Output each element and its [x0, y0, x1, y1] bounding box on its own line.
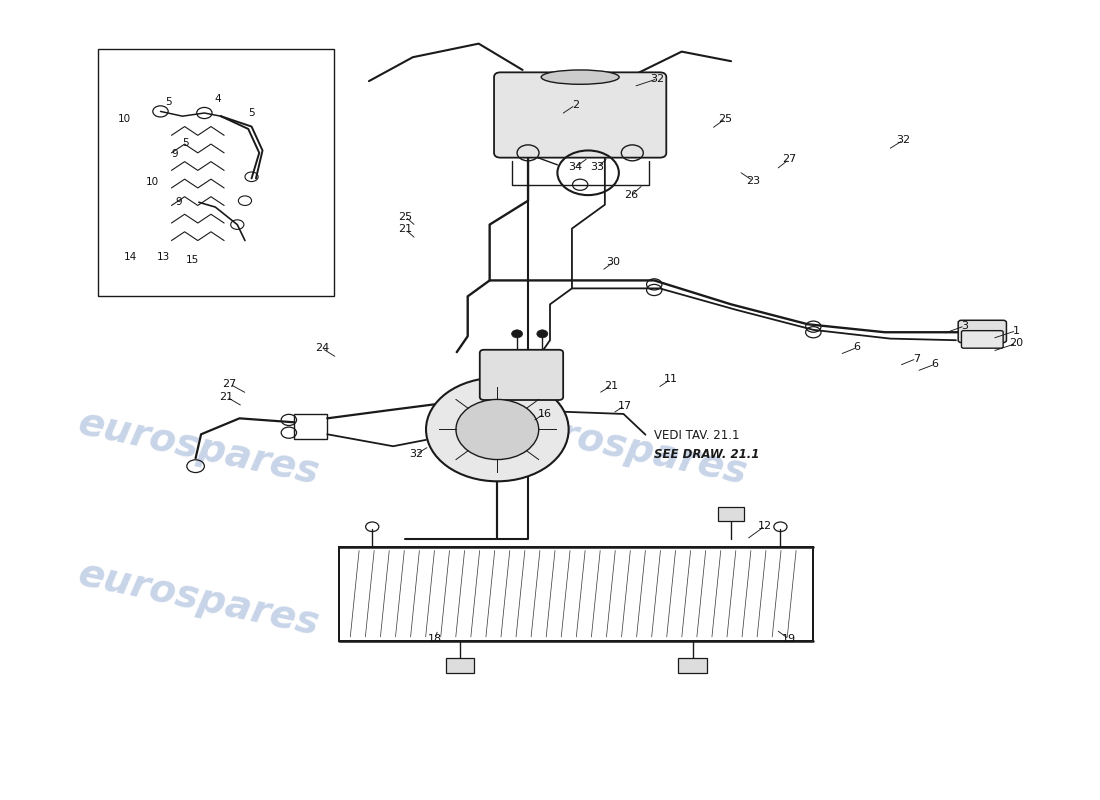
- FancyBboxPatch shape: [958, 320, 1007, 342]
- Text: 5: 5: [183, 138, 189, 148]
- Text: 6: 6: [854, 342, 860, 352]
- Text: 15: 15: [186, 255, 199, 266]
- Bar: [718, 507, 745, 521]
- Text: eurospares: eurospares: [75, 555, 323, 643]
- Text: 1: 1: [1013, 326, 1020, 336]
- Text: 32: 32: [650, 74, 664, 84]
- Text: 32: 32: [896, 135, 911, 145]
- Text: 25: 25: [718, 114, 733, 123]
- Text: 5: 5: [249, 108, 255, 118]
- Text: SEE DRAW. 21.1: SEE DRAW. 21.1: [654, 448, 760, 461]
- Text: VEDI TAV. 21.1: VEDI TAV. 21.1: [654, 430, 739, 442]
- Text: 14: 14: [124, 251, 138, 262]
- Text: eurospares: eurospares: [75, 404, 323, 492]
- Text: 10: 10: [118, 114, 131, 124]
- Text: 13: 13: [157, 251, 170, 262]
- Text: 34: 34: [569, 162, 582, 172]
- FancyBboxPatch shape: [480, 350, 563, 400]
- Bar: [295, 414, 328, 439]
- Bar: [446, 658, 474, 673]
- Text: 10: 10: [146, 178, 160, 187]
- Text: 21: 21: [604, 381, 618, 390]
- Text: 7: 7: [913, 354, 920, 363]
- Text: 19: 19: [782, 634, 796, 644]
- Text: 2: 2: [572, 100, 579, 110]
- Bar: [679, 658, 707, 673]
- Text: 11: 11: [663, 374, 678, 384]
- Bar: [98, 50, 333, 296]
- Text: 21: 21: [219, 392, 233, 402]
- Text: 16: 16: [538, 409, 551, 418]
- Text: 17: 17: [617, 401, 631, 410]
- Circle shape: [512, 330, 522, 338]
- Text: eurospares: eurospares: [503, 404, 751, 492]
- Text: 26: 26: [624, 190, 638, 200]
- Text: 20: 20: [1010, 338, 1023, 348]
- Text: 33: 33: [591, 162, 604, 172]
- Text: 27: 27: [222, 379, 236, 389]
- Circle shape: [537, 330, 548, 338]
- Ellipse shape: [541, 70, 619, 84]
- Text: 9: 9: [176, 198, 183, 207]
- Text: 12: 12: [758, 521, 772, 531]
- Text: 30: 30: [606, 257, 620, 267]
- Text: 23: 23: [746, 176, 760, 186]
- Text: eurospares: eurospares: [503, 555, 751, 643]
- Text: 3: 3: [961, 321, 968, 331]
- Text: 21: 21: [398, 224, 412, 234]
- Text: 5: 5: [165, 97, 172, 107]
- Bar: [339, 546, 813, 641]
- Text: 4: 4: [214, 94, 221, 104]
- Circle shape: [456, 399, 539, 459]
- Text: 25: 25: [398, 212, 412, 222]
- Text: 24: 24: [315, 343, 329, 353]
- FancyBboxPatch shape: [961, 330, 1003, 348]
- Text: 27: 27: [782, 154, 796, 164]
- FancyBboxPatch shape: [494, 72, 667, 158]
- Text: 18: 18: [428, 634, 442, 644]
- Text: 6: 6: [932, 359, 938, 369]
- Text: 9: 9: [172, 150, 178, 159]
- Circle shape: [426, 378, 569, 482]
- Text: 32: 32: [409, 450, 424, 459]
